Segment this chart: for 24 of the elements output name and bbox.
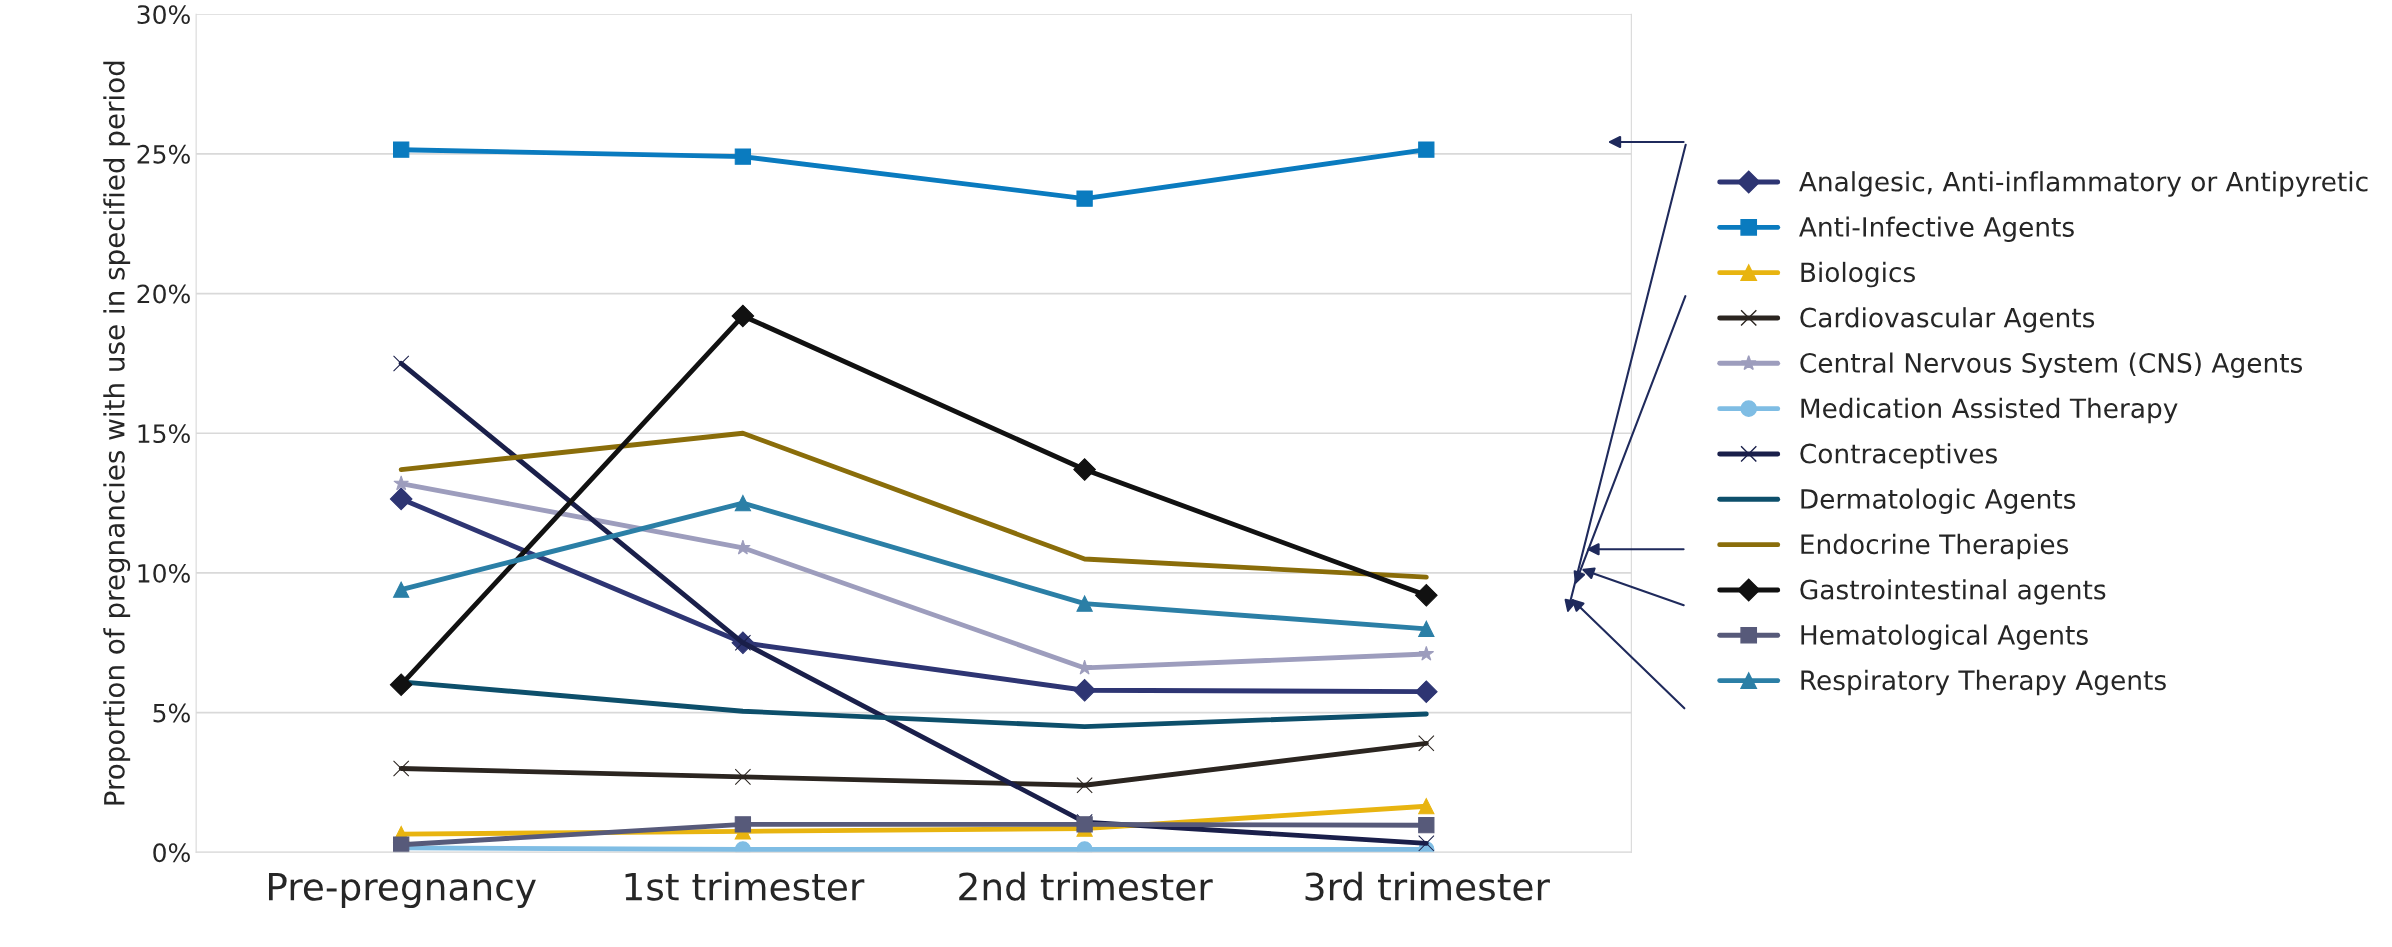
- legend-label: Biologics: [1801, 261, 1915, 288]
- x-tick-label: 3rd trimester: [1305, 871, 1550, 901]
- legend-label: Central Nervous System (CNS) Agents: [1800, 352, 2303, 379]
- x-tick-label: Pre-pregnancy: [268, 872, 536, 909]
- legend-label: Cardiovascular Agents: [1800, 307, 2095, 333]
- legend-label: Endocrine Therapies: [1801, 533, 2069, 560]
- y-tick-label: 15%: [138, 424, 190, 444]
- y-tick-label: 20%: [137, 284, 190, 304]
- x-tick-label: 1st trimester: [625, 871, 865, 901]
- legend-label: Contraceptives: [1800, 443, 1997, 469]
- legend-label: Hematological Agents: [1801, 624, 2088, 651]
- legend-label: Gastrointestinal agents: [1800, 579, 2106, 605]
- x-tick-label: 2nd trimester: [959, 871, 1213, 901]
- legend-label: Anti-Infective Agents: [1799, 216, 2074, 243]
- legend-label: Analgesic, Anti-inflammatory or Antipyretic: [1799, 171, 2368, 197]
- y-tick-label: 25%: [137, 144, 190, 164]
- y-tick-label: 0%: [153, 843, 190, 863]
- y-axis-title: Proportion of pregnancies with use in specified period: [103, 61, 131, 805]
- y-tick-label: 10%: [138, 563, 190, 583]
- y-tick-label: 5%: [153, 703, 190, 723]
- legend-label: Respiratory Therapy Agents: [1801, 669, 2166, 696]
- legend-label: Medication Assisted Therapy: [1801, 397, 2178, 424]
- legend-label: Dermatologic Agents: [1801, 488, 2076, 515]
- y-tick-label: 30%: [137, 5, 190, 25]
